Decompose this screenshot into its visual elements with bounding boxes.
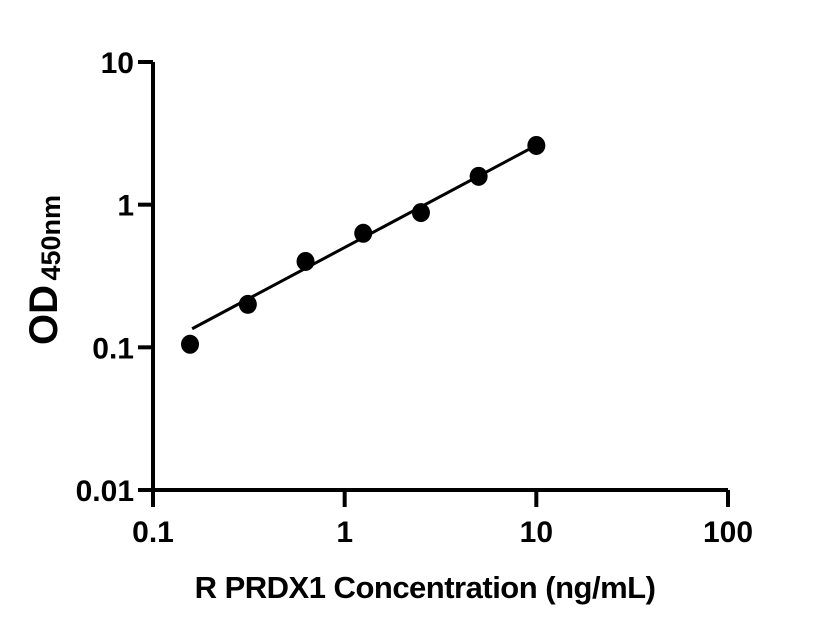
data-point: [181, 334, 200, 354]
fit-line: [191, 142, 540, 331]
data-point: [354, 223, 373, 243]
y-tick-label: 10: [101, 47, 134, 80]
y-tick-label: 0.01: [76, 475, 134, 508]
x-axis-title: R PRDX1 Concentration (ng/mL): [195, 570, 656, 605]
x-tick-label: 0.1: [132, 516, 174, 549]
y-axis-title-main: OD: [22, 285, 66, 345]
x-tick-label: 1: [336, 516, 353, 549]
y-tick-label: 1: [117, 190, 134, 223]
y-axis-title: OD 450nm: [22, 195, 66, 345]
data-series: [181, 135, 546, 354]
y-tick-label: 0.1: [92, 332, 134, 365]
tick-labels: 0.01 0.1 1 10 0.1 1 10 100: [76, 47, 753, 549]
axes: [138, 60, 730, 507]
data-point: [238, 294, 257, 314]
y-axis-title-subscript: 450nm: [36, 195, 66, 281]
x-tick-label: 100: [703, 516, 753, 549]
x-tick-label: 10: [520, 516, 553, 549]
